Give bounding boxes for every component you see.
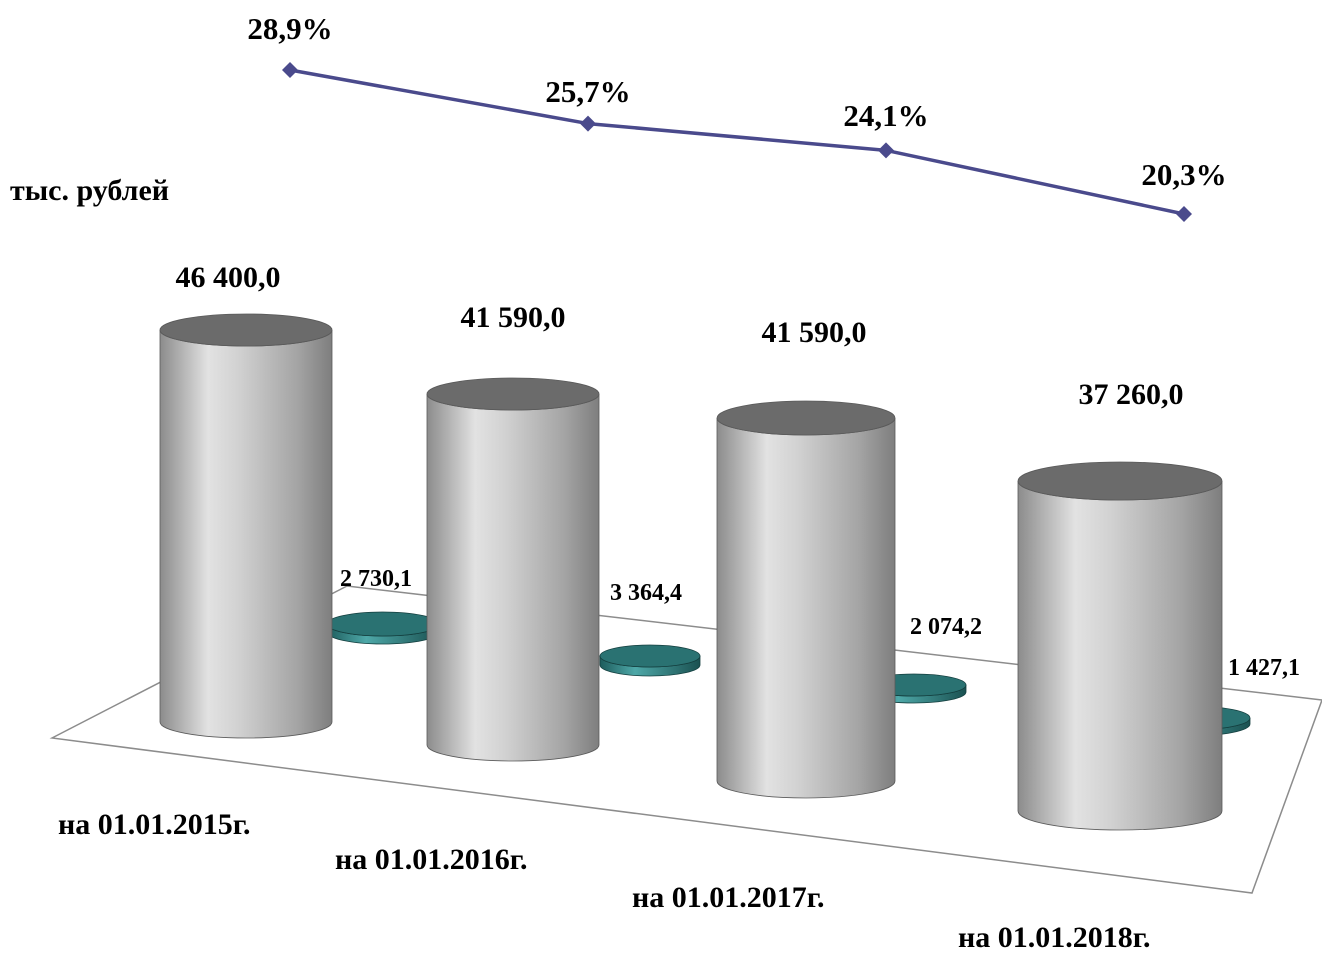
grey-cylinder-3-top bbox=[1017, 461, 1223, 501]
teal-value-label-0: 2 730,1 bbox=[340, 566, 412, 592]
teal-value-label-2: 2 074,2 bbox=[910, 614, 982, 640]
teal-cylinder-1-top bbox=[599, 644, 701, 668]
teal-cylinder-0 bbox=[326, 611, 440, 645]
category-label-3: на 01.01.2018г. bbox=[958, 921, 1151, 954]
grey-value-label-3: 37 260,0 bbox=[1079, 378, 1184, 411]
percent-label-0: 28,9% bbox=[247, 11, 332, 46]
grey-cylinder-0-body bbox=[159, 329, 333, 739]
data-labels: 46 400,0 41 590,0 41 590,0 37 260,0 2 730,1 3… bbox=[176, 11, 1301, 681]
percent-line bbox=[289, 68, 1185, 216]
percent-marker-1 bbox=[580, 115, 596, 132]
grey-cylinder-2 bbox=[716, 400, 896, 799]
grey-cylinder-3 bbox=[1017, 461, 1223, 831]
grey-cylinder-0 bbox=[159, 313, 333, 739]
grey-cylinder-1-body bbox=[426, 393, 600, 762]
percent-label-1: 25,7% bbox=[545, 74, 630, 109]
category-label-2: на 01.01.2017г. bbox=[632, 881, 825, 914]
category-label-0: на 01.01.2015г. bbox=[58, 808, 251, 841]
grey-cylinder-2-top bbox=[716, 400, 896, 436]
teal-cylinder-1 bbox=[599, 644, 701, 677]
percent-marker-3 bbox=[1176, 206, 1192, 222]
percent-marker-2 bbox=[878, 142, 894, 159]
teal-value-label-3: 1 427,1 bbox=[1228, 655, 1300, 681]
percent-marker-0 bbox=[282, 62, 298, 78]
category-label-1: на 01.01.2016г. bbox=[335, 843, 528, 876]
percent-line-series bbox=[282, 62, 1192, 222]
grey-value-label-2: 41 590,0 bbox=[762, 316, 867, 349]
grey-value-label-0: 46 400,0 bbox=[176, 261, 281, 294]
grey-cylinder-1 bbox=[426, 377, 600, 762]
series-1-cylinders bbox=[159, 313, 1223, 831]
percent-label-3: 20,3% bbox=[1141, 157, 1226, 192]
percent-label-2: 24,1% bbox=[843, 98, 928, 133]
teal-cylinder-0-top bbox=[326, 611, 440, 637]
unit-label: тыс. рублей bbox=[10, 174, 169, 207]
grey-cylinder-3-body bbox=[1017, 480, 1223, 831]
teal-value-label-1: 3 364,4 bbox=[610, 580, 682, 606]
grey-cylinder-0-top bbox=[159, 313, 333, 347]
grey-cylinder-1-top bbox=[426, 377, 600, 411]
grey-cylinder-2-body bbox=[716, 417, 896, 799]
grey-value-label-1: 41 590,0 bbox=[461, 301, 566, 334]
